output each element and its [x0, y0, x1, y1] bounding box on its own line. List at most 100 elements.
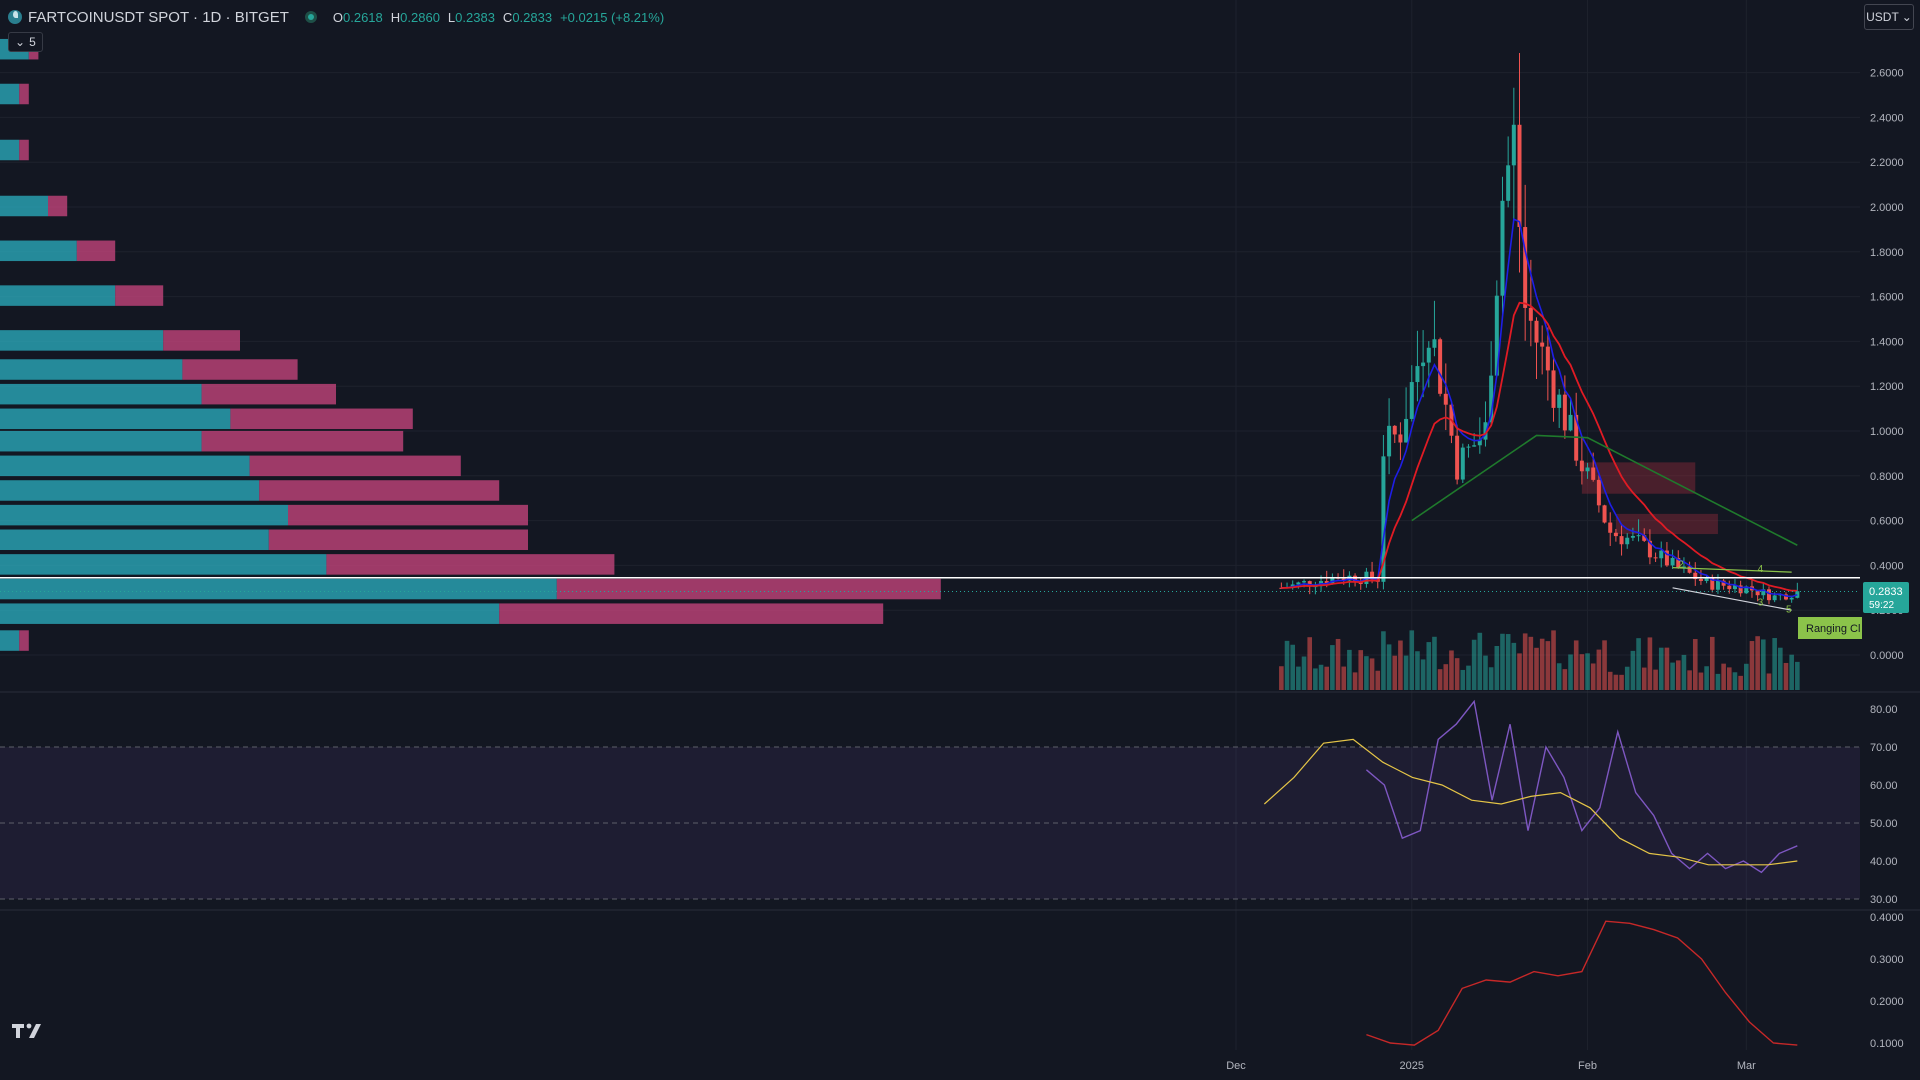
volume-bar — [1318, 664, 1324, 690]
volume-bar — [1471, 639, 1477, 690]
candle-body — [1545, 346, 1550, 371]
symbol-title[interactable]: FARTCOINUSDT SPOT · 1D · BITGET — [28, 8, 289, 26]
price-badge-value: 0.2833 — [1869, 586, 1903, 598]
volume-bar — [1647, 637, 1653, 690]
candle-body — [1381, 456, 1386, 582]
indicators-toggle-button[interactable]: ⌄ 5 — [8, 32, 43, 52]
volume-bar — [1539, 638, 1545, 690]
volume-bar — [1726, 667, 1732, 690]
volume-bar — [1528, 636, 1534, 690]
volume-bar — [1653, 669, 1658, 690]
volume-bar — [1636, 638, 1641, 690]
candle-body — [1698, 579, 1703, 582]
volume-profile-up-bar — [0, 455, 250, 477]
volume-profile-up-bar — [0, 504, 288, 526]
volume-bar — [1789, 654, 1794, 690]
volume-bar — [1670, 662, 1675, 690]
candle-body — [1783, 594, 1788, 600]
volume-bar — [1778, 647, 1783, 690]
volume-bar — [1454, 658, 1460, 690]
volume-bar — [1392, 655, 1398, 690]
candle-body — [1613, 532, 1618, 537]
candle-body — [1307, 581, 1312, 587]
candle-body — [1302, 581, 1307, 583]
candle-body — [1721, 580, 1726, 586]
volume-bar — [1403, 655, 1409, 690]
volume-bar — [1783, 662, 1789, 690]
price-axis-tick: 0.6000 — [1870, 516, 1904, 528]
candle-body — [1727, 585, 1732, 590]
volume-profile-up-bar — [0, 480, 260, 501]
volume-bar — [1398, 640, 1403, 690]
price-axis-tick: 0.4000 — [1870, 560, 1904, 572]
candle-body — [1642, 535, 1647, 541]
wave-label: 3 — [1758, 598, 1764, 609]
oscillator-axis-tick: 0.4000 — [1870, 912, 1904, 924]
volume-bar — [1607, 671, 1613, 690]
price-axis-tick: 0.8000 — [1870, 471, 1904, 483]
volume-bar — [1369, 658, 1375, 690]
candle-body — [1404, 418, 1409, 443]
candle-body — [1511, 124, 1516, 166]
candle-body — [1506, 165, 1511, 201]
volume-bar — [1494, 645, 1500, 690]
volume-bar — [1641, 667, 1647, 690]
candle-body — [1704, 578, 1709, 582]
candle-body — [1398, 434, 1403, 443]
volume-bar — [1301, 656, 1307, 690]
wedge-upper-line — [1672, 567, 1792, 573]
time-axis-tick: Feb — [1578, 1060, 1597, 1072]
volume-bar — [1795, 661, 1800, 690]
candle-body — [1477, 439, 1482, 446]
candle-body — [1472, 445, 1477, 447]
volume-bar — [1619, 674, 1624, 690]
volume-bar — [1488, 667, 1494, 690]
volume-profile-down-bar — [182, 359, 298, 380]
candle-body — [1755, 590, 1760, 596]
candle-body — [1466, 446, 1471, 448]
candle-body — [1596, 479, 1601, 506]
candle-body — [1460, 447, 1465, 480]
volume-bar — [1658, 647, 1664, 690]
rsi-axis-tick: 60.00 — [1870, 780, 1898, 792]
candle-body — [1710, 578, 1715, 590]
candle-body — [1296, 582, 1301, 585]
price-axis-tick: 2.6000 — [1870, 68, 1904, 80]
candle-body — [1602, 505, 1607, 523]
volume-bar — [1335, 638, 1341, 690]
currency-label: USDT — [1866, 10, 1899, 24]
chevron-down-icon: ⌄ — [1901, 10, 1912, 24]
candle-body — [1370, 571, 1375, 580]
oscillator-axis-tick: 0.1000 — [1870, 1038, 1904, 1050]
candle-body — [1795, 591, 1800, 598]
price-axis-tick: 1.2000 — [1870, 381, 1904, 393]
indicators-count: 5 — [29, 35, 36, 49]
candle-body — [1443, 393, 1448, 405]
candle-body — [1653, 557, 1658, 559]
ohlc-value: 0.2860 — [400, 9, 440, 25]
volume-profile-down-bar — [288, 504, 528, 526]
volume-profile-down-bar — [19, 139, 29, 161]
candle-body — [1579, 460, 1584, 472]
candle-body — [1438, 339, 1443, 394]
volume-bar — [1568, 654, 1573, 690]
rsi_ma-line — [1263, 738, 1798, 866]
time-axis-tick: Mar — [1737, 1060, 1756, 1072]
volume-bar — [1624, 666, 1630, 690]
volume-bar — [1341, 666, 1347, 690]
currency-select[interactable]: USDT ⌄ — [1864, 4, 1914, 30]
candle-body — [1415, 366, 1420, 383]
volume-bar — [1732, 672, 1738, 690]
rsi-axis-tick: 40.00 — [1870, 856, 1898, 868]
wave-label: 5 — [1786, 604, 1792, 615]
volume-profile-up-bar — [0, 83, 20, 105]
volume-bar — [1364, 656, 1369, 690]
candle-body — [1636, 535, 1641, 537]
volume-bar — [1556, 663, 1562, 690]
tradingview-logo-icon[interactable] — [12, 1022, 46, 1040]
market-open-dot-icon — [304, 11, 317, 23]
volume-bar — [1420, 659, 1426, 690]
volume-bar — [1296, 666, 1301, 690]
candle-body — [1608, 522, 1613, 533]
